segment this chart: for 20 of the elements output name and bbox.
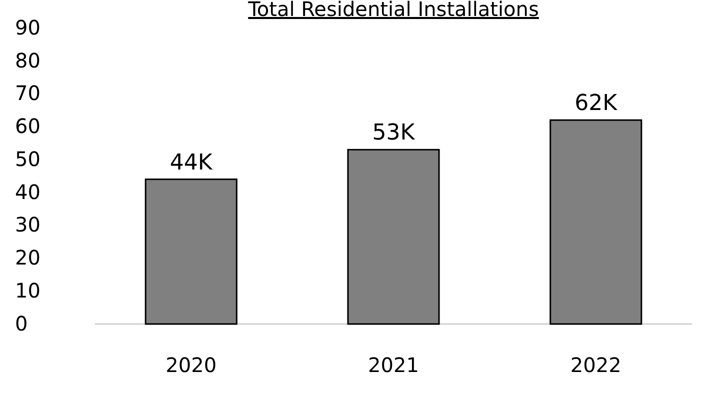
bar: [347, 148, 440, 325]
data-label: 44K: [170, 150, 213, 176]
y-tick-label: 80: [15, 48, 40, 72]
y-tick-label: 50: [15, 146, 40, 171]
y-tick-label: 70: [15, 81, 40, 106]
bar: [550, 119, 642, 325]
data-label: 62K: [574, 91, 618, 116]
data-label: 53K: [372, 120, 416, 146]
x-tick-label: 2020: [166, 353, 217, 378]
y-tick-label: 30: [15, 212, 40, 237]
y-tick-label: 60: [15, 114, 40, 138]
y-tick-label: 10: [15, 278, 40, 303]
chart-title: Total Residential Installations: [247, 0, 539, 21]
y-tick-label: 20: [15, 246, 40, 270]
y-tick-label: 0: [15, 311, 28, 336]
x-tick-label: 2022: [570, 353, 622, 378]
bar: [144, 178, 238, 325]
y-tick-label: 90: [15, 15, 40, 40]
x-tick-label: 2021: [368, 353, 419, 378]
y-tick-label: 40: [15, 180, 40, 204]
